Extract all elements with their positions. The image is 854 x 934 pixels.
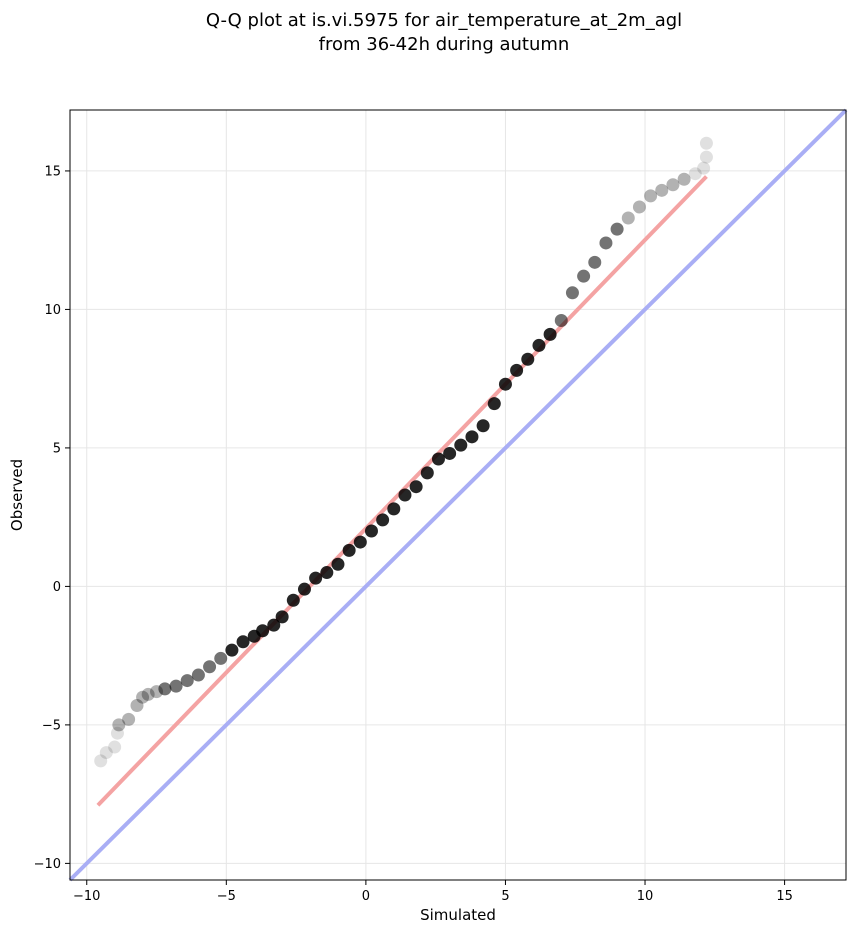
data-point [309, 571, 323, 585]
x-tick-label: 5 [501, 889, 509, 904]
data-point [532, 338, 546, 352]
data-point [141, 687, 155, 701]
chart-title-line-1: Q-Q plot at is.vi.5975 for air_temperatu… [206, 10, 682, 31]
data-point [565, 286, 579, 300]
data-point [621, 211, 635, 225]
chart-title-line-2: from 36-42h during autumn [319, 34, 570, 55]
data-point [320, 566, 334, 580]
data-point [409, 480, 423, 494]
x-tick-label: 10 [637, 889, 654, 904]
grid [70, 110, 846, 880]
y-tick-label: 10 [44, 303, 61, 318]
data-point [158, 682, 172, 696]
identity-line [68, 108, 848, 882]
data-point [588, 255, 602, 269]
data-point [465, 430, 479, 444]
data-point [688, 167, 702, 181]
data-point [543, 327, 557, 341]
data-point [599, 236, 613, 250]
data-point [699, 150, 713, 164]
data-point [122, 712, 136, 726]
x-tick-label: 0 [362, 889, 370, 904]
data-point [655, 183, 669, 197]
data-point [130, 699, 144, 713]
data-point [476, 419, 490, 433]
data-point [443, 446, 457, 460]
data-point [398, 488, 412, 502]
data-point [554, 314, 568, 328]
data-point [110, 726, 124, 740]
data-point [236, 635, 250, 649]
y-axis: −10 −5 0 5 10 15 [34, 164, 70, 872]
data-point [256, 624, 270, 638]
data-point [214, 651, 228, 665]
data-point [376, 513, 390, 527]
data-point [454, 438, 468, 452]
data-point [487, 397, 501, 411]
data-point [521, 352, 535, 366]
data-point [353, 535, 367, 549]
chart-title: Q-Q plot at is.vi.5975 for air_temperatu… [206, 10, 682, 55]
plot-frame [69, 109, 847, 881]
x-axis: −10 −5 0 5 10 15 [73, 880, 793, 904]
x-tick-label: 15 [776, 889, 793, 904]
data-point [297, 582, 311, 596]
data-point [498, 377, 512, 391]
data-point [99, 746, 113, 760]
x-tick-label: −5 [217, 889, 236, 904]
y-tick-label: 0 [53, 580, 61, 595]
data-point [225, 643, 239, 657]
data-point [342, 543, 356, 557]
data-point [510, 363, 524, 377]
data-point [644, 189, 658, 203]
data-point [697, 161, 711, 175]
y-tick-label: 5 [53, 441, 61, 456]
data-point [610, 222, 624, 236]
y-tick-label: 15 [44, 164, 61, 179]
data-point [191, 668, 205, 682]
data-point [275, 610, 289, 624]
data-point [632, 200, 646, 214]
data-point [108, 740, 122, 754]
x-axis-label: Simulated [420, 906, 496, 924]
data-point [112, 718, 126, 732]
data-point [267, 618, 281, 632]
data-point [169, 679, 183, 693]
data-point [420, 466, 434, 480]
data-point [364, 524, 378, 538]
data-point [431, 452, 445, 466]
data-point [94, 754, 108, 768]
data-point [180, 674, 194, 688]
x-tick-label: −10 [73, 889, 100, 904]
data-point [331, 557, 345, 571]
y-tick-label: −5 [42, 718, 61, 733]
identity-line-layer [68, 108, 848, 882]
data-point [677, 172, 691, 186]
data-point [699, 136, 713, 150]
data-point [577, 269, 591, 283]
y-tick-label: −10 [34, 857, 61, 872]
data-point [136, 690, 150, 704]
scatter-points [94, 136, 713, 768]
data-point [387, 502, 401, 516]
y-axis-label: Observed [8, 459, 26, 531]
data-point [286, 593, 300, 607]
data-point [203, 660, 217, 674]
data-point [666, 178, 680, 192]
